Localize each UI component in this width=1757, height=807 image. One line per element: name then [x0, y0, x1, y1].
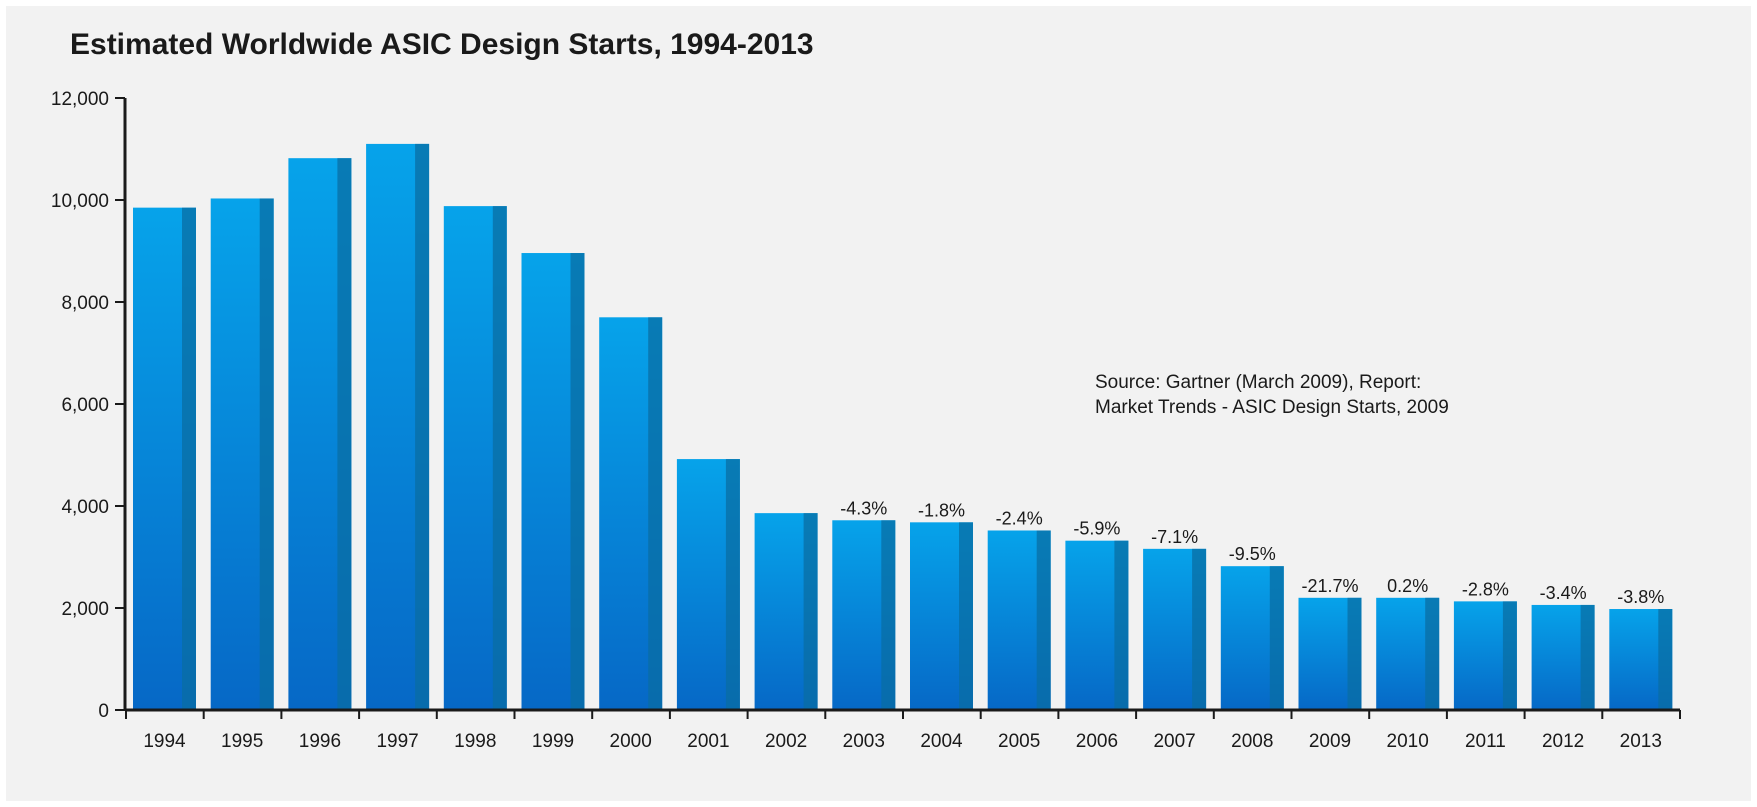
bars-group — [133, 143, 1673, 711]
x-tick-label-2010: 2010 — [1387, 731, 1429, 752]
data-label-2008: -9.5% — [1229, 544, 1276, 564]
x-tick-label-1995: 1995 — [221, 731, 263, 752]
chart-title: Estimated Worldwide ASIC Design Starts, … — [70, 28, 814, 61]
bar-side-1997 — [415, 143, 430, 710]
x-tick-label-2013: 2013 — [1620, 731, 1662, 752]
x-tick-label-2007: 2007 — [1153, 731, 1195, 752]
axes-group — [115, 97, 1681, 719]
bar-side-2011 — [1502, 601, 1517, 710]
x-tick-label-1996: 1996 — [299, 731, 341, 752]
bar-side-1999 — [570, 253, 585, 711]
bar-side-1996 — [337, 158, 352, 710]
data-label-2009: -21.7% — [1301, 576, 1358, 596]
y-tick-label-2000: 2,000 — [61, 599, 109, 620]
y-tick-label-0: 0 — [98, 701, 109, 722]
bar-side-2006 — [1114, 540, 1129, 710]
y-tick-label-12000: 12,000 — [51, 89, 109, 110]
x-tick-label-2011: 2011 — [1465, 731, 1506, 752]
bar-side-2003 — [881, 520, 896, 710]
data-label-2012: -3.4% — [1540, 583, 1587, 603]
labels-group: 1994 1995 1996 1997 1998 1999 2000 2001 2002 2003… — [51, 89, 1664, 752]
y-tick-label-6000: 6,000 — [61, 395, 109, 416]
x-tick-label-2003: 2003 — [843, 731, 885, 752]
bar-side-2007 — [1192, 548, 1207, 710]
bar-side-1994 — [182, 207, 196, 710]
x-tick-label-2004: 2004 — [920, 731, 963, 752]
bar-side-2004 — [959, 522, 973, 710]
data-label-2005: -2.4% — [996, 508, 1043, 528]
bar-side-2002 — [803, 513, 818, 710]
source-annotation: Source: Gartner (March 2009), Report: Ma… — [1095, 370, 1449, 420]
y-tick-label-4000: 4,000 — [61, 497, 109, 518]
x-tick-label-1999: 1999 — [532, 731, 574, 752]
data-label-2004: -1.8% — [918, 500, 965, 520]
data-label-2006: -5.9% — [1073, 519, 1120, 539]
data-label-2010: 0.2% — [1387, 576, 1428, 596]
x-tick-label-2005: 2005 — [998, 731, 1040, 752]
bar-side-2000 — [648, 317, 663, 710]
data-label-2013: -3.8% — [1617, 587, 1664, 607]
x-tick-label-2009: 2009 — [1309, 731, 1351, 752]
x-tick-label-2006: 2006 — [1076, 731, 1118, 752]
x-tick-label-2002: 2002 — [765, 731, 807, 752]
x-tick-label-2008: 2008 — [1231, 731, 1273, 752]
x-tick-label-2001: 2001 — [687, 731, 729, 752]
bar-side-2010 — [1425, 597, 1440, 710]
y-tick-label-10000: 10,000 — [51, 191, 109, 212]
bar-side-2008 — [1269, 566, 1284, 710]
x-tick-label-1997: 1997 — [376, 731, 418, 752]
data-label-2003: -4.3% — [840, 498, 887, 518]
bar-side-2009 — [1347, 597, 1362, 710]
data-label-2011: -2.8% — [1462, 579, 1509, 599]
bar-side-2001 — [725, 459, 740, 710]
data-label-2007: -7.1% — [1151, 527, 1198, 547]
x-tick-label-2000: 2000 — [610, 731, 652, 752]
bar-side-2005 — [1036, 530, 1051, 710]
x-tick-label-1998: 1998 — [454, 731, 496, 752]
x-tick-label-2012: 2012 — [1542, 731, 1584, 752]
x-tick-label-1994: 1994 — [143, 731, 186, 752]
source-line-1: Source: Gartner (March 2009), Report: — [1095, 372, 1422, 393]
y-tick-label-8000: 8,000 — [61, 293, 109, 314]
bar-side-1998 — [492, 206, 507, 710]
bar-side-2012 — [1580, 604, 1595, 710]
source-line-2: Market Trends - ASIC Design Starts, 2009 — [1095, 397, 1449, 418]
bar-side-1995 — [259, 198, 274, 710]
bar-side-2013 — [1658, 609, 1673, 710]
